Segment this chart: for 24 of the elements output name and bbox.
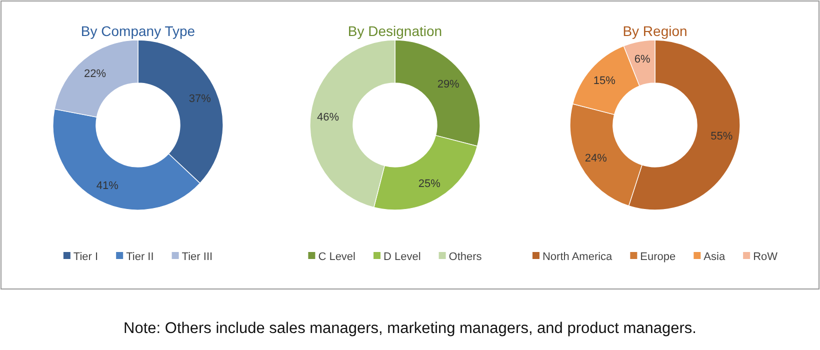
data-label: 46% xyxy=(317,111,340,124)
legend-label: Others xyxy=(448,250,482,263)
data-label: 55% xyxy=(710,130,733,142)
chart-title: By Region xyxy=(622,23,688,39)
chart-title: By Company Type xyxy=(80,23,196,39)
legend-label: North America xyxy=(542,250,614,263)
legend-label: D Level xyxy=(383,250,421,263)
legend-label: Tier III xyxy=(182,250,213,263)
legend-label: C Level xyxy=(318,250,356,263)
text: Note: Others include sales managers, marketing managers, and product managers. xyxy=(124,320,696,337)
data-label: 29% xyxy=(437,78,460,90)
legend-label: Europe xyxy=(640,250,676,263)
data-label: 22% xyxy=(84,68,106,80)
chart-title: By Designation xyxy=(348,23,442,39)
data-label: 15% xyxy=(593,75,616,88)
data-label: 6% xyxy=(634,54,651,66)
data-label: 41% xyxy=(96,180,119,192)
data-label: 25% xyxy=(418,178,441,190)
legend-label: Tier II xyxy=(126,250,154,263)
data-label: 37% xyxy=(188,93,212,106)
data-label: 24% xyxy=(584,152,608,164)
legend-label: Tier I xyxy=(73,250,98,263)
legend-label: Asia xyxy=(704,250,726,263)
legend-label: RoW xyxy=(753,250,778,263)
